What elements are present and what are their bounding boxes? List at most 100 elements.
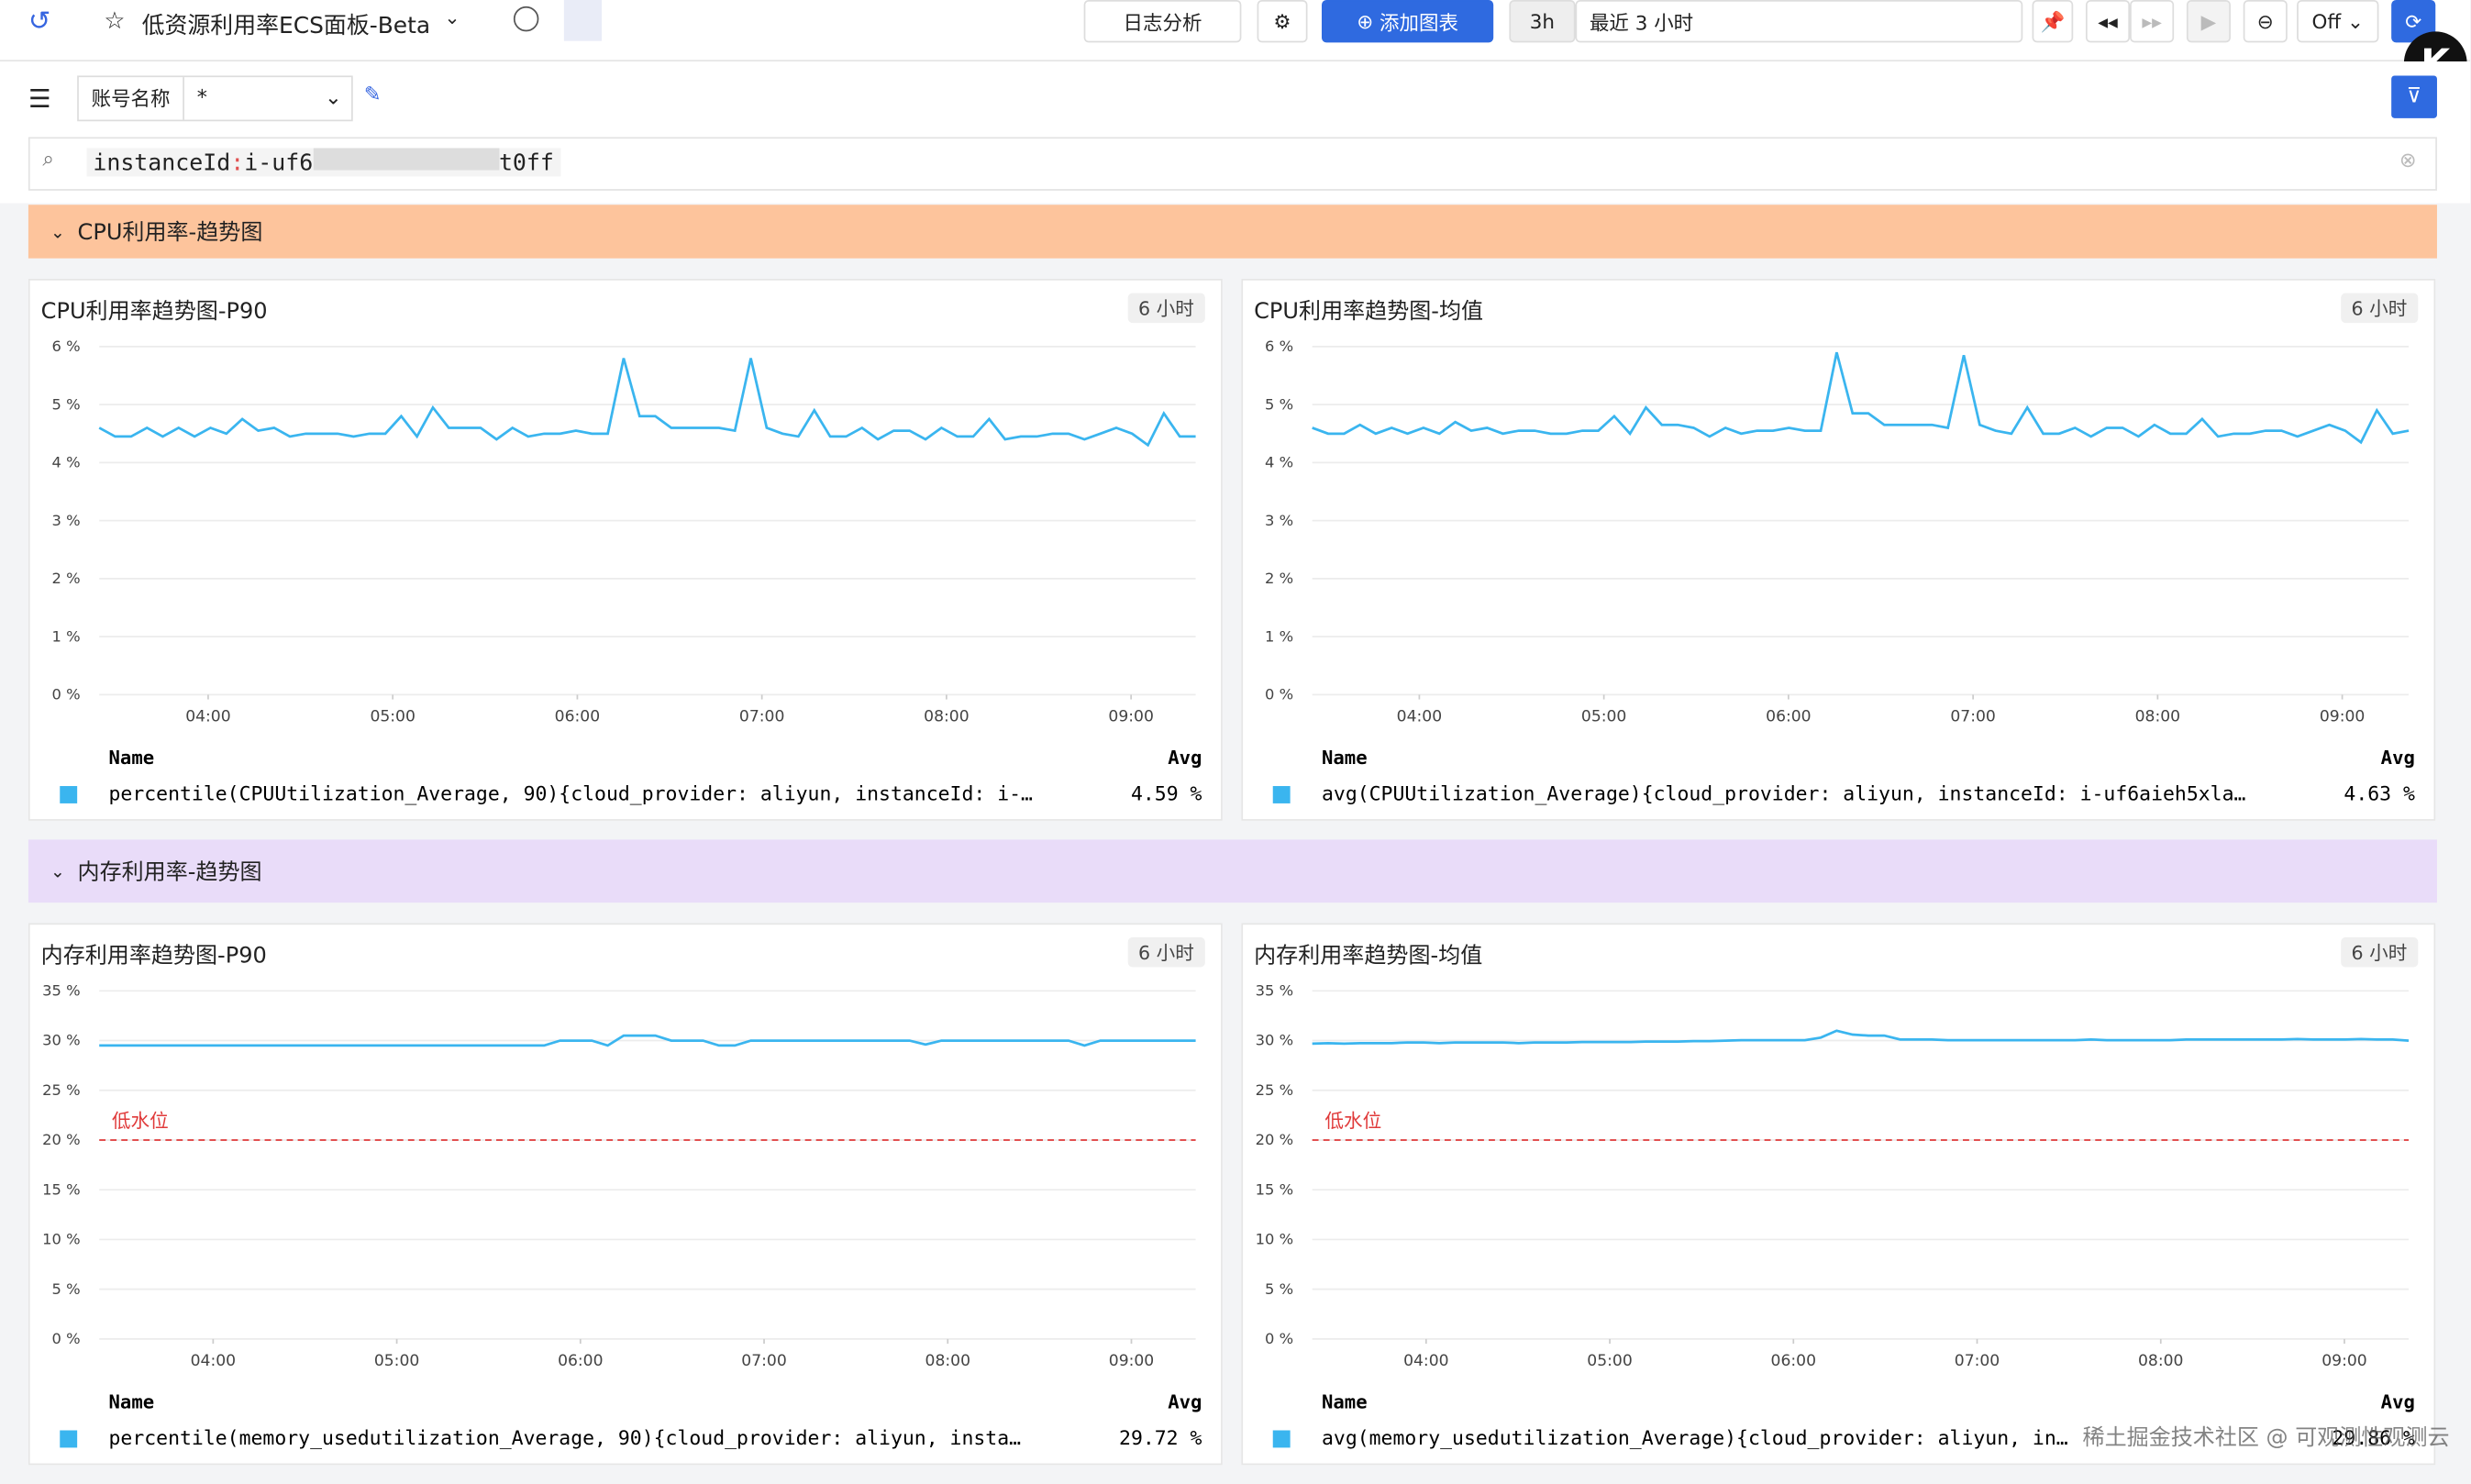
search-box[interactable]: ⌕ instanceId:i-uf6 t0ff ⊗: [28, 137, 2437, 191]
panel: CPU利用率趋势图-均值 6 小时 0 % 1 % 2 % 3 % 4 % 5 % 6 % 04:…: [1241, 278, 2436, 821]
panel-title: 内存利用率趋势图-P90: [40, 943, 267, 969]
x-tick-label: 08:00: [2138, 1352, 2183, 1370]
section-header[interactable]: ⌄ 内存利用率-趋势图: [28, 839, 2437, 903]
section-header[interactable]: ⌄ CPU利用率-趋势图: [28, 205, 2437, 259]
time-badge: 6 小时: [1126, 293, 1205, 324]
legend-avg: 29.86 %: [2332, 1427, 2415, 1450]
filter-icon[interactable]: ☰: [28, 83, 51, 114]
play-button[interactable]: ▶: [2186, 0, 2231, 43]
refresh-button[interactable]: ⟳: [2391, 0, 2436, 43]
chart: 0 % 5 % 10 % 15 % 20 % 25 % 30 % 35 % 04:00 05:00…: [42, 981, 1202, 1450]
y-tick-label: 10 %: [1256, 1231, 1293, 1248]
y-tick-label: 15 %: [42, 1180, 80, 1198]
legend-swatch: [60, 786, 78, 803]
toggle-icon[interactable]: [563, 0, 603, 41]
legend-swatch: [60, 1430, 78, 1448]
account-value: *: [196, 86, 207, 111]
series-line: [98, 358, 1196, 448]
legend-avg: 4.59 %: [1131, 782, 1202, 805]
zoom-out-button[interactable]: ⊖: [2243, 0, 2288, 43]
y-tick-label: 0 %: [1265, 1330, 1293, 1347]
y-tick-label: 2 %: [1265, 570, 1293, 587]
search-sep: :: [230, 150, 245, 177]
settings-button[interactable]: ⚙: [1257, 0, 1308, 43]
chart: 0 % 1 % 2 % 3 % 4 % 5 % 6 % 04:00 05:00 06:00 07:0…: [1265, 338, 2415, 805]
legend-avg: 29.72 %: [1119, 1427, 1202, 1450]
x-tick-label: 05:00: [370, 708, 415, 726]
collapse-icon: ⌄: [50, 860, 65, 881]
range-short[interactable]: 3h: [1509, 0, 1576, 43]
section-title: CPU利用率-趋势图: [77, 220, 263, 246]
series-line: [1312, 351, 2410, 445]
y-tick-label: 20 %: [42, 1131, 80, 1148]
legend-series-name: avg(memory_usedutilization_Average){clou…: [1322, 1427, 2068, 1450]
y-tick-label: 35 %: [42, 981, 80, 999]
legend-avg: 4.63 %: [2344, 782, 2415, 805]
add-label: 添加图表: [1380, 11, 1458, 35]
section-title: 内存利用率-趋势图: [77, 859, 262, 886]
range-label: 最近 3 小时: [1589, 11, 1694, 35]
threshold-label: 低水位: [112, 1110, 169, 1132]
back-icon[interactable]: ↺: [28, 6, 51, 39]
time-badge: 6 小时: [2340, 936, 2419, 968]
y-tick-label: 5 %: [52, 395, 81, 413]
panel-title: 内存利用率趋势图-均值: [1254, 943, 1483, 969]
chart: 0 % 5 % 10 % 15 % 20 % 25 % 30 % 35 % 04:00 05:00…: [1256, 981, 2415, 1450]
y-tick-label: 0 %: [1265, 686, 1293, 703]
x-tick-label: 09:00: [1108, 708, 1153, 726]
forward-button[interactable]: ▸▸: [2130, 0, 2175, 43]
add-chart-button[interactable]: ⊕ 添加图表: [1321, 0, 1494, 43]
y-tick-label: 4 %: [52, 454, 81, 471]
log-button[interactable]: 日志分析: [1083, 0, 1242, 43]
panel-title: CPU利用率趋势图-P90: [40, 299, 268, 325]
x-tick-label: 06:00: [558, 1352, 603, 1370]
y-tick-label: 5 %: [52, 1280, 81, 1298]
legend-name-header: Name: [1322, 1390, 1368, 1412]
panel-title: CPU利用率趋势图-均值: [1254, 299, 1484, 325]
series-line: [99, 1034, 1196, 1047]
x-tick-label: 06:00: [1771, 1352, 1816, 1370]
filter-button[interactable]: ⊽: [2391, 75, 2437, 118]
range-picker[interactable]: 最近 3 小时: [1575, 0, 2023, 43]
legend-avg-header: Avg: [2381, 747, 2415, 769]
dashboard-title[interactable]: 低资源利用率ECS面板-Beta: [141, 14, 431, 39]
panel: 内存利用率趋势图-均值 6 小时 0 % 5 % 10 % 15 % 20 % 25 % 30 …: [1241, 923, 2436, 1466]
redaction: [313, 148, 499, 171]
refresh-label: Off: [2311, 9, 2342, 34]
y-tick-label: 3 %: [52, 512, 81, 529]
filter-area: ☰ 账号名称 * ⌄ ✎ ⊽ ⌕ instanceId:i-uf6 t0ff ⊗: [0, 61, 2471, 204]
rewind-button[interactable]: ◂◂: [2085, 0, 2131, 43]
legend-avg-header: Avg: [1168, 1390, 1202, 1412]
y-tick-label: 10 %: [42, 1231, 80, 1248]
watermark: 稀土掘金技术社区 @ 可观测性观测云: [2082, 1425, 2450, 1451]
star-icon[interactable]: ☆: [104, 6, 126, 35]
search-icon: ⌕: [42, 148, 54, 172]
panel: 内存利用率趋势图-P90 6 小时 0 % 5 % 10 % 15 % 20 % 25 % 30…: [28, 923, 1223, 1466]
time-badge: 6 小时: [2340, 293, 2419, 324]
legend-series-name: avg(CPUUtilization_Average){cloud_provid…: [1322, 782, 2246, 805]
dropdown-icon[interactable]: ⌄: [444, 6, 460, 28]
y-tick-label: 25 %: [42, 1081, 80, 1099]
clear-icon[interactable]: ⊗: [2399, 150, 2417, 173]
x-tick-label: 09:00: [2320, 708, 2365, 726]
info-icon[interactable]: [513, 6, 539, 32]
legend-avg-header: Avg: [1168, 747, 1202, 769]
x-tick-label: 09:00: [1109, 1352, 1154, 1370]
range-short-label: 3h: [1529, 9, 1556, 34]
edit-icon[interactable]: ✎: [363, 83, 382, 107]
x-tick-label: 04:00: [1397, 708, 1442, 726]
legend-swatch: [1272, 1430, 1291, 1448]
threshold-label: 低水位: [1324, 1110, 1381, 1132]
pin-button[interactable]: 📌: [2032, 0, 2074, 43]
y-tick-label: 4 %: [1265, 454, 1293, 471]
legend-series-name: percentile(CPUUtilization_Average, 90){c…: [109, 782, 1034, 805]
x-tick-label: 09:00: [2321, 1352, 2366, 1370]
x-tick-label: 05:00: [1587, 1352, 1632, 1370]
series-line: [1312, 1029, 2410, 1046]
y-tick-label: 25 %: [1256, 1081, 1293, 1099]
refresh-select[interactable]: Off ⌄: [2297, 0, 2379, 43]
x-tick-label: 07:00: [1955, 1352, 2000, 1370]
account-filter[interactable]: 账号名称 * ⌄: [77, 75, 353, 122]
